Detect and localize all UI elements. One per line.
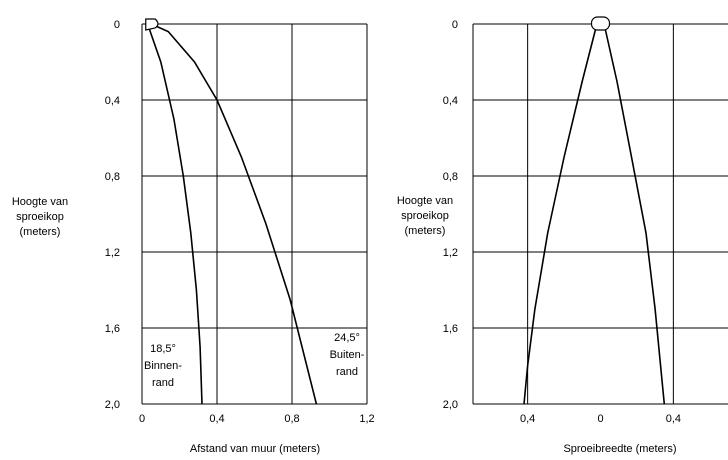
- x-tick-label: 0,4: [666, 413, 681, 425]
- annotation-outer: 24,5° Buiten-rand: [330, 332, 365, 378]
- y-tick-label: 0: [452, 19, 458, 31]
- x-axis-title: Sproeibreedte (meters): [563, 443, 676, 455]
- y-tick-label: 1,6: [443, 323, 458, 335]
- nozzle-marker: [145, 18, 159, 31]
- chart-wall-distance: 0 0,4 0,8 1,2 1,6 2,0 0 0,4 0,8 1,2 Hoogte van spro…: [12, 18, 375, 455]
- y-tick-label: 0,4: [443, 95, 458, 107]
- y-tick-label: 1,6: [105, 323, 120, 335]
- series-line: [523, 23, 598, 405]
- y-axis-title: Hoogte van sproeikop (meters): [12, 196, 68, 238]
- series-line: [146, 23, 203, 405]
- y-tick-label: 0,4: [105, 95, 120, 107]
- annotation-inner: 18,5° Binnen-rand: [144, 343, 182, 389]
- y-tick-label: 2,0: [443, 399, 458, 411]
- chart-spray-width: 0 0,4 0,8 1,2 1,6 2,0 0,4 0 0,4 Hoogte van sproeik…: [397, 16, 728, 455]
- series-line: [151, 23, 318, 405]
- x-tick-label: 0: [139, 413, 145, 425]
- nozzle-marker: [590, 16, 611, 31]
- y-tick-label: 0,8: [105, 171, 120, 183]
- y-axis-title: Hoogte van sproeikop (meters): [397, 195, 453, 237]
- y-tick-label: 0: [114, 19, 120, 31]
- x-tick-label: 0: [597, 413, 603, 425]
- x-tick-label: 0,4: [209, 413, 224, 425]
- x-tick-label: 0,8: [284, 413, 299, 425]
- x-tick-label: 0,4: [520, 413, 535, 425]
- y-tick-label: 2,0: [105, 399, 120, 411]
- series-line: [603, 23, 666, 405]
- y-tick-label: 1,2: [443, 247, 458, 259]
- y-tick-label: 1,2: [105, 247, 120, 259]
- x-tick-label: 1,2: [359, 413, 374, 425]
- y-tick-label: 0,8: [443, 171, 458, 183]
- x-axis-title: Afstand van muur (meters): [190, 443, 320, 455]
